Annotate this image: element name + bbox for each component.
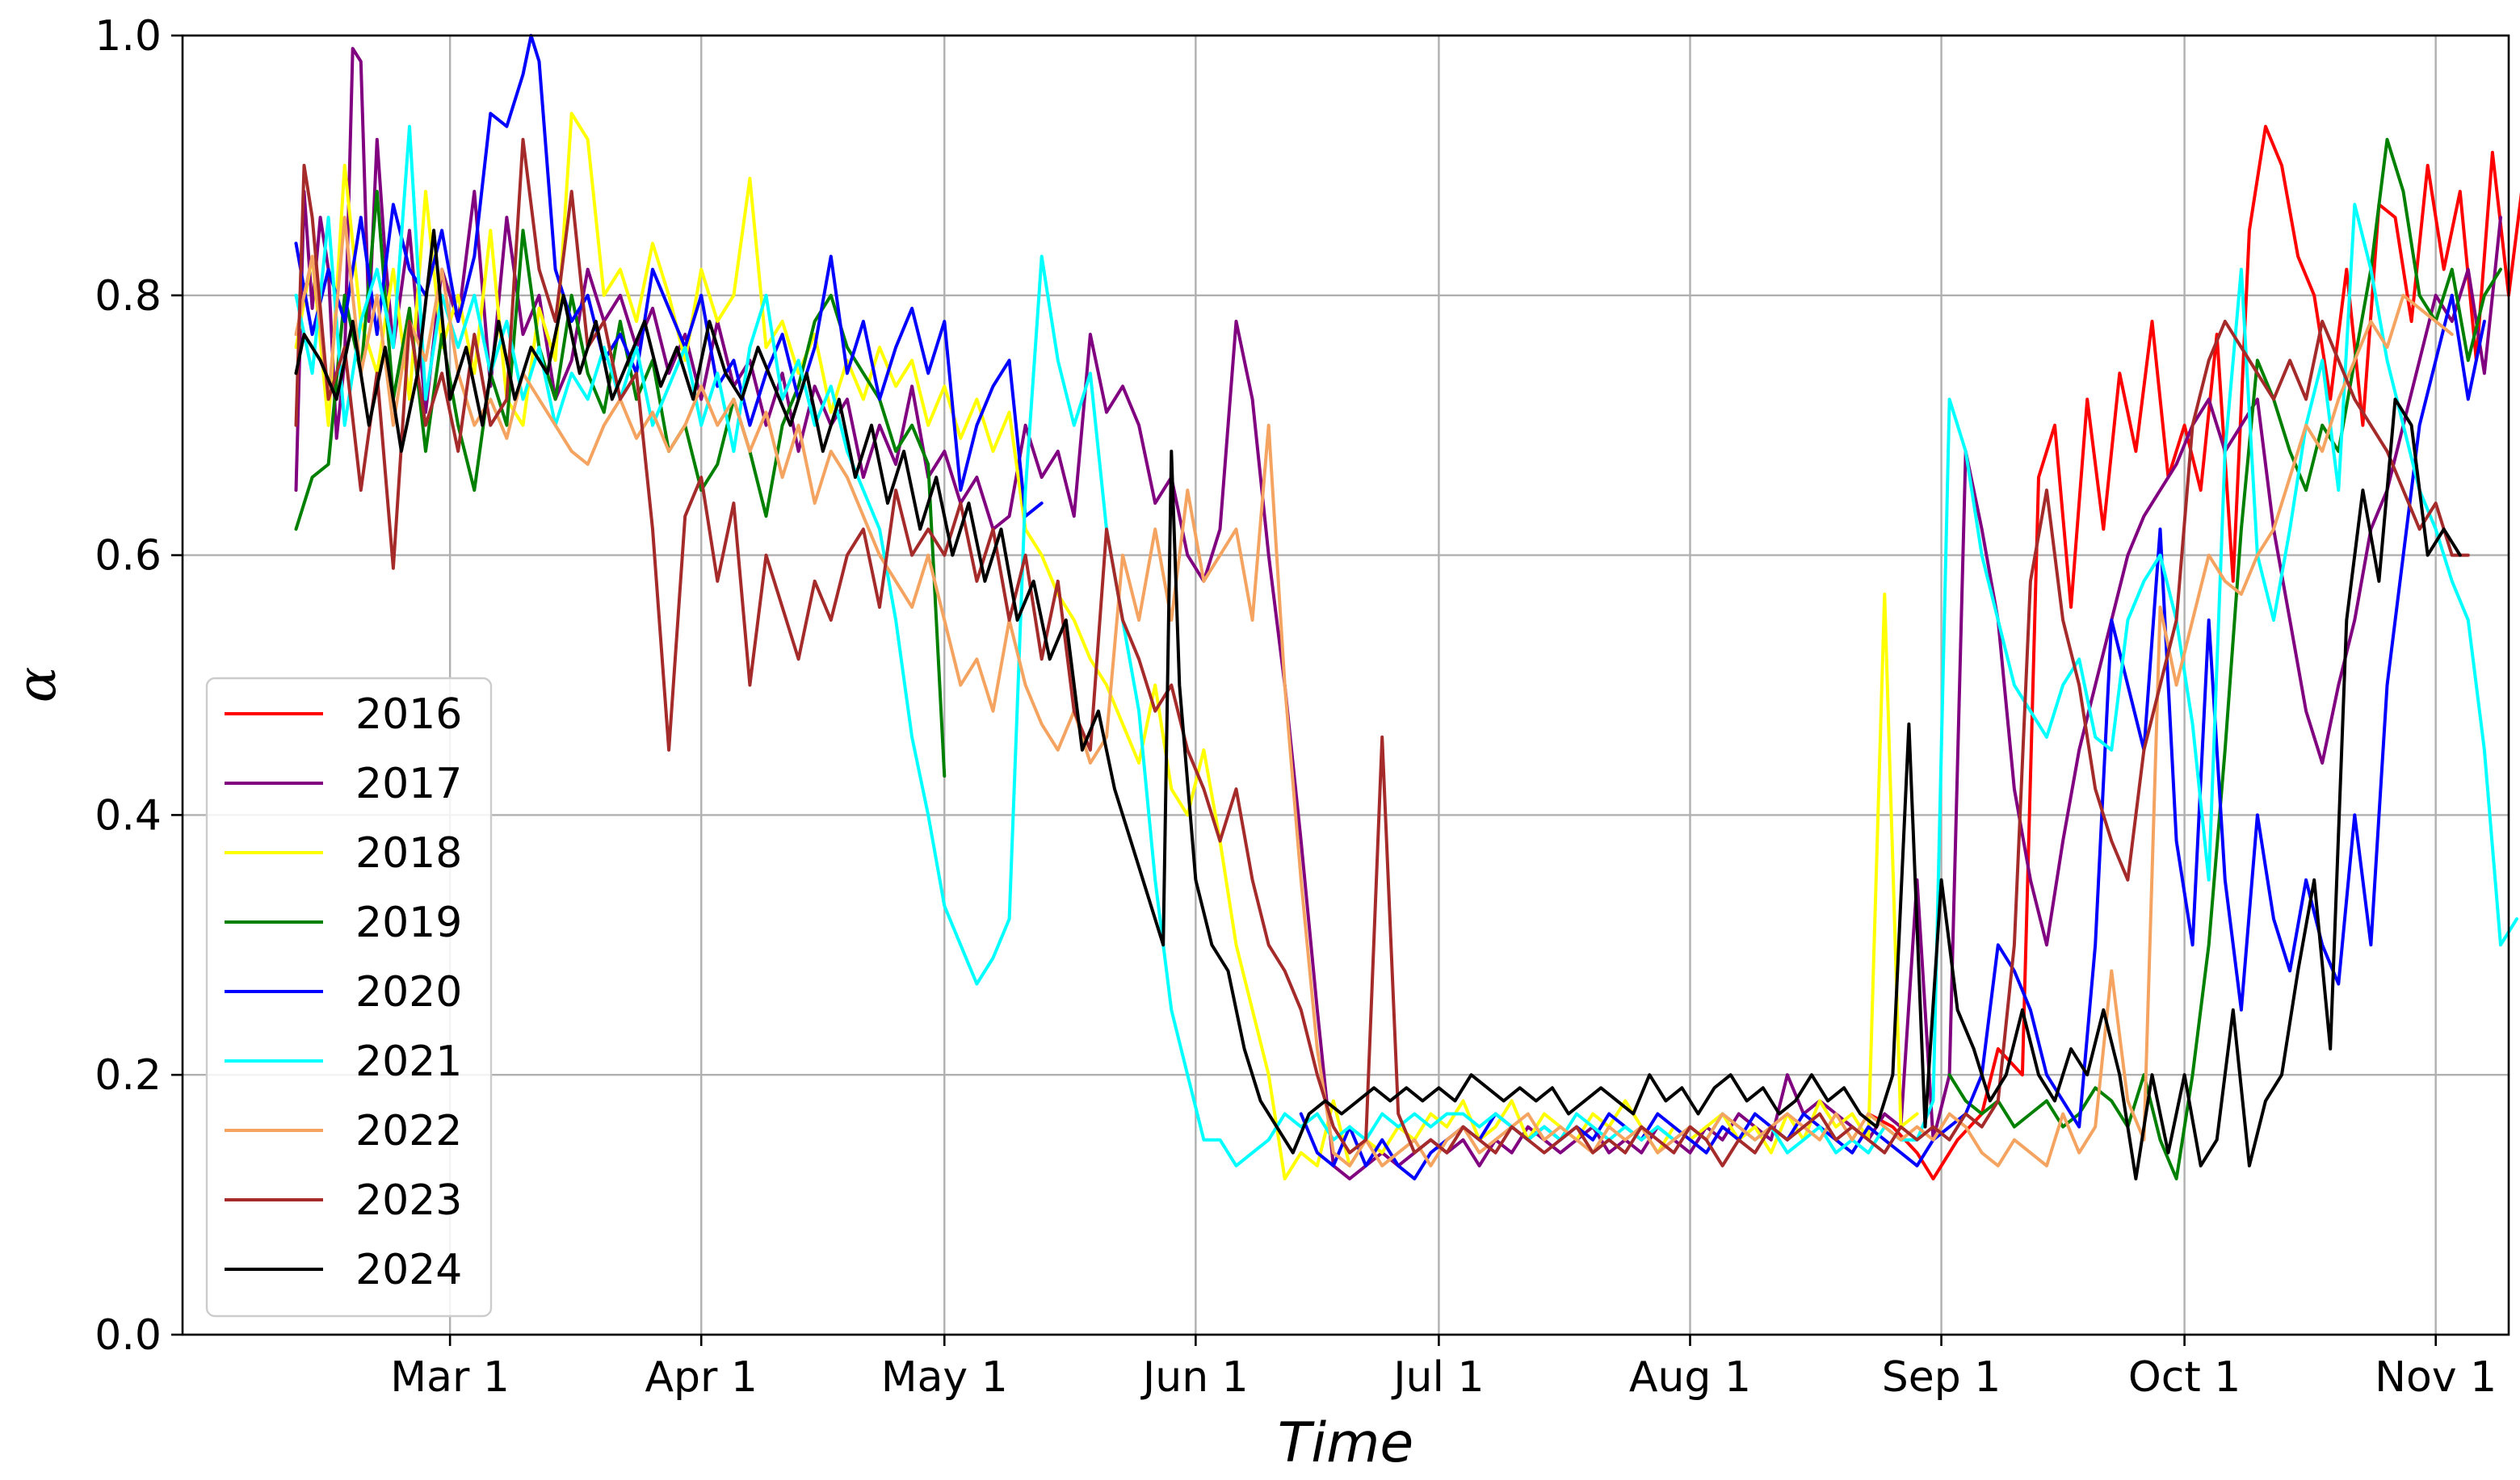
series-line-2016 bbox=[1867, 124, 2520, 1180]
y-axis-label: α bbox=[6, 667, 68, 703]
legend-label-2019: 2019 bbox=[355, 899, 462, 947]
legend-label-2021: 2021 bbox=[355, 1038, 462, 1086]
y-tick-label: 0.2 bbox=[94, 1051, 162, 1100]
x-tick-label: Jun 1 bbox=[1140, 1353, 1249, 1402]
y-tick-label: 0.8 bbox=[94, 272, 162, 321]
legend-label-2016: 2016 bbox=[355, 690, 462, 739]
x-tick-label: Apr 1 bbox=[645, 1353, 758, 1402]
x-tick-label: Nov 1 bbox=[2375, 1353, 2497, 1402]
series-lines bbox=[294, 34, 2520, 1180]
x-axis-label: Time bbox=[1278, 1411, 1414, 1475]
legend-label-2023: 2023 bbox=[355, 1176, 462, 1225]
legend-box bbox=[205, 677, 493, 1318]
series-line-2019 bbox=[294, 190, 947, 778]
series-line-2023 bbox=[294, 137, 2470, 1168]
x-tick-label: May 1 bbox=[881, 1353, 1008, 1402]
y-tick-label: 0.6 bbox=[94, 532, 162, 581]
series-line-2019 bbox=[1947, 137, 2502, 1180]
y-tick-label: 0.4 bbox=[94, 791, 162, 840]
legend-label-2018: 2018 bbox=[355, 829, 462, 878]
x-tick-label: Oct 1 bbox=[2128, 1353, 2241, 1402]
series-line-2022 bbox=[294, 216, 2454, 1168]
y-tick-label: 0.0 bbox=[94, 1311, 162, 1360]
plot-frame bbox=[181, 34, 2510, 1336]
x-tick-label: Mar 1 bbox=[390, 1353, 510, 1402]
legend: 2016 2017 2018 2019 2020 2021 2022 2023 2024 bbox=[205, 677, 493, 1318]
series-line-2020 bbox=[294, 34, 1044, 518]
legend-label-2024: 2024 bbox=[355, 1246, 462, 1294]
legend-label-2020: 2020 bbox=[355, 968, 462, 1017]
y-tick-label: 1.0 bbox=[94, 12, 162, 61]
legend-items: 2016 2017 2018 2019 2020 2021 2022 2023 2024 bbox=[225, 690, 462, 1294]
series-line-2021 bbox=[294, 124, 2518, 1168]
x-tick-label: Sep 1 bbox=[1882, 1353, 2001, 1402]
x-tick-label: Jul 1 bbox=[1391, 1353, 1484, 1402]
legend-label-2017: 2017 bbox=[355, 760, 462, 808]
series-line-2017 bbox=[294, 47, 2502, 1180]
y-axis-ticks: 0.0 0.2 0.4 0.6 0.8 1.0 bbox=[94, 12, 183, 1360]
legend-label-2022: 2022 bbox=[355, 1107, 462, 1155]
series-line-2024 bbox=[294, 228, 2462, 1180]
x-tick-label: Aug 1 bbox=[1629, 1353, 1751, 1402]
x-axis-ticks: Mar 1 Apr 1 May 1 Jun 1 Jul 1 Aug 1 Sep 1 Oct 1… bbox=[390, 1335, 2497, 1402]
